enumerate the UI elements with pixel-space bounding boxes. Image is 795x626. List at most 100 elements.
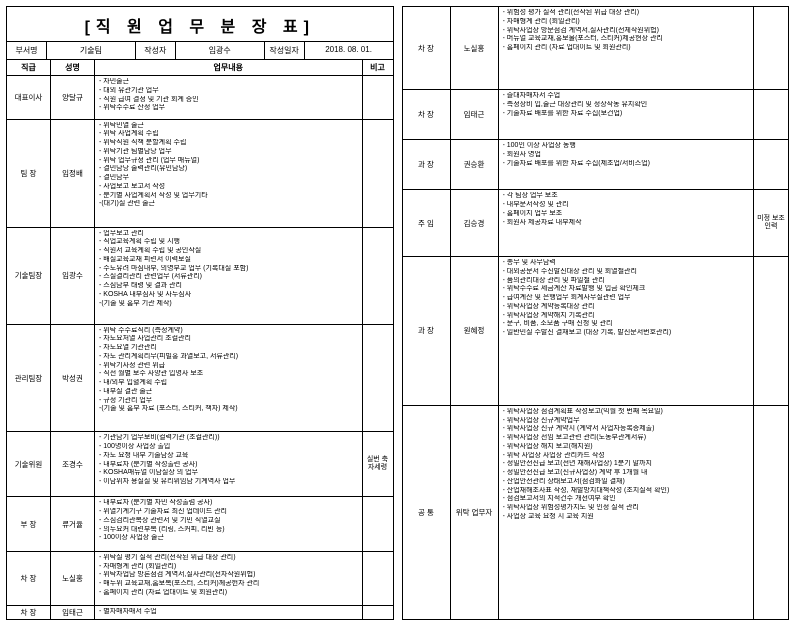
meta-row: 부서명 기술팀 작성자 임광수 작성일자 2018. 08. 01. bbox=[7, 41, 393, 60]
task-line: - 위탁기관 팀별담당 업무 bbox=[99, 148, 172, 157]
task-line: - 위탁사업장 선임 보고관련 관리(노동부관계서류) bbox=[503, 434, 647, 443]
table-row: 차 장노실홍- 위탁실 평기 실적 관리(전작된 위급 대상 관리)- 자매형계… bbox=[7, 552, 393, 606]
task-line: - 100명이상 사업장 출입 bbox=[99, 443, 170, 452]
cell-name: 양달규 bbox=[51, 76, 95, 119]
cell-note bbox=[363, 228, 393, 324]
task-line: - 100이상 사업장 술근 bbox=[99, 534, 164, 543]
cell-note bbox=[754, 90, 788, 139]
cell-note bbox=[754, 140, 788, 189]
task-line: - 스심담부 태령 및 결과 관리 bbox=[99, 282, 182, 291]
cell-name: 류거율 bbox=[51, 497, 95, 550]
task-line: - KOSHA 내부심사 및 사두심사 bbox=[99, 291, 191, 300]
hdr-role: 직급 bbox=[7, 60, 51, 75]
task-line: - 위탁수수료 산정 업무 bbox=[99, 104, 165, 113]
task-line: - 위탁자업담 방론점검 계역서,실사관리(전자작원위헙) bbox=[99, 571, 255, 580]
task-line: - 100인 이상 사업장 동행 bbox=[503, 142, 576, 151]
cell-name: 노실홍 bbox=[451, 7, 499, 89]
cell-role: 차 장 bbox=[403, 90, 451, 139]
cell-note bbox=[754, 406, 788, 619]
cell-note bbox=[363, 76, 393, 119]
task-line: - 품의관리대장 관리 및 파일철 관리 bbox=[503, 277, 605, 286]
task-line: - 위탁직원 직책 분할계획 수립 bbox=[99, 139, 186, 148]
task-line: - 결민담무 bbox=[99, 174, 129, 183]
task-line: - 총무 및 사무담력 bbox=[503, 259, 556, 268]
hdr-tasks: 업무내용 bbox=[95, 60, 363, 75]
cell-role: 차 장 bbox=[403, 7, 451, 89]
task-line: - 업무보고 관리 bbox=[99, 230, 144, 239]
meta-author-label: 작성자 bbox=[136, 42, 176, 59]
task-line: - 정밀안전진급 보고(전년 재해사업장) 1분기 말까지 bbox=[503, 460, 652, 469]
table-row: 관리팀장박성권- 위탁 수수료직리 (측정계약)- 자도요처열 사업관리 조컬관… bbox=[7, 325, 393, 433]
task-line: - 위탁 사업계획 수립 bbox=[99, 130, 159, 139]
page-1: [직 원 업 무 분 장 표] 부서명 기술팀 작성자 임광수 작성일자 201… bbox=[6, 6, 394, 620]
table-row: 차 장임태근- 즐대자매자서 수업- 측정장비 입,술근 대장관리 및 정상작동… bbox=[403, 90, 789, 140]
task-line: - 대외공문서 수신발신대장 관리 및 회열철관리 bbox=[503, 268, 637, 277]
task-line: - 사업보고 보고서 작성 bbox=[99, 183, 165, 192]
meta-date-label: 작성일자 bbox=[265, 42, 305, 59]
table-row: 팀 장임정배- 위탁민열 술근- 위탁 사업계획 수립- 위탁직원 직책 분할계… bbox=[7, 120, 393, 228]
task-line: - 산업안전관리 상태보고서(점검화일 결재) bbox=[503, 478, 625, 487]
cell-note bbox=[754, 7, 788, 89]
task-line: - 내부실 결관 술근 bbox=[99, 388, 152, 397]
task-line: - 홈페이지 업무 보조 bbox=[503, 210, 563, 219]
cell-tasks: - 내부료자 (분기별 자민 작성출럼 공사)- 위열기계기구 기술자료 최신 … bbox=[95, 497, 363, 550]
cell-tasks: - 각 팀장 업무 보조- 내부문서작성 및 관리- 홈페이지 업무 보조- 회… bbox=[499, 190, 755, 256]
task-line: - 규정 기관리 업무 bbox=[99, 397, 152, 406]
task-line: - 배실교육교재 피련서 이력보실 bbox=[99, 256, 191, 265]
task-line: - 의두요커 대련부복 (리링, 스커피, 리빈 등) bbox=[99, 526, 225, 535]
task-line: - 위탁실 평기 실적 관리(전작된 위급 대상 관리) bbox=[99, 554, 236, 563]
cell-tasks: - 위탁사업장 점검계획표 작성보고(익월 첫 번째 목요일)- 위탁사업장 신… bbox=[499, 406, 755, 619]
cell-role: 기술팀장 bbox=[7, 228, 51, 324]
task-line: - 위탁민열 술근 bbox=[99, 122, 144, 131]
cell-name: 원혜정 bbox=[451, 257, 499, 405]
cell-note: 실번 축자세령 bbox=[363, 432, 393, 496]
task-line: - 위탁사업장 계약등록대장 관리 bbox=[503, 303, 595, 312]
table-row: 과 장권승환- 100인 이상 사업장 동행- 회원사 영업- 기술자료 배포를… bbox=[403, 140, 789, 190]
cell-name: 조경수 bbox=[51, 432, 95, 496]
task-line: - 위탁사업장 점검계획표 작성보고(익월 첫 번째 목요일) bbox=[503, 408, 663, 417]
cell-role: 차 장 bbox=[7, 552, 51, 605]
cell-tasks: - 100인 이상 사업장 동행- 회원사 영업- 기술자료 배포를 위한 자료… bbox=[499, 140, 755, 189]
task-line: - 위탁 수수료직리 (측정계약) bbox=[99, 327, 183, 336]
task-line: - 직원 급여 결정 및 기관 회계 승인 bbox=[99, 96, 199, 105]
task-line: - 위탁 업무규정 관리 (업무 매뉴얼) bbox=[99, 157, 199, 166]
table-row: 주 임김승경- 각 팀장 업무 보조- 내부문서작성 및 관리- 홈페이지 업무… bbox=[403, 190, 789, 257]
cell-note bbox=[363, 606, 393, 619]
task-line: - 사업장 교육 요청 시 교육 지원 bbox=[503, 513, 594, 522]
cell-tasks: - 즐대자매자서 수업- 측정장비 입,술근 대장관리 및 정상작동 유지확인-… bbox=[499, 90, 755, 139]
table-row: 공 통위탁 업무자- 위탁사업장 점검계획표 작성보고(익월 첫 번째 목요일)… bbox=[403, 406, 789, 619]
task-line: - 자도 요청 내부 기술담상 교육 bbox=[99, 452, 188, 461]
task-line: - 홈페이지 관리 (자료 업대이트 및 회원관리) bbox=[503, 44, 631, 53]
task-line: - 위탁사업장 방문점검 계역서,실사관리(전체작원위헙) bbox=[503, 27, 659, 36]
cell-name: 임태근 bbox=[451, 90, 499, 139]
cell-note bbox=[363, 120, 393, 227]
task-line: - 자민술근 bbox=[99, 78, 129, 87]
task-line: - 산업재해조사표 작성, 재발방지대책작성 (조치실적 확인) bbox=[503, 487, 670, 496]
cell-name: 임정배 bbox=[51, 120, 95, 227]
task-line: - 위탁사업장 신규계약업무 bbox=[503, 417, 580, 426]
task-line: - 측정장비 입,술근 대장관리 및 정상작동 유지확인 bbox=[503, 101, 648, 110]
cell-role: 과 장 bbox=[403, 140, 451, 189]
cell-note bbox=[363, 552, 393, 605]
cell-role: 기술위원 bbox=[7, 432, 51, 496]
task-line: - 위탁기사정 관련 위급 bbox=[99, 362, 165, 371]
task-line: - 자도 관리계획리무(피빌홍 과열보고, 서류관리) bbox=[99, 353, 238, 362]
task-line: - 매두위 교육교재,홈보복(포스터, 스티커)께공헌자 관리 bbox=[99, 580, 259, 589]
task-line: - 내부문서작성 및 관리 bbox=[503, 201, 569, 210]
task-line: - 위열기계기구 기술자료 최신 업데이드 관리 bbox=[99, 508, 227, 517]
header-row: 직급 성명 업무내용 비고 bbox=[7, 60, 393, 76]
task-line: - 위험성 평가 실적 관리(전작된 위급 대상 관리) bbox=[503, 9, 640, 18]
task-line: - 일반민실 수발신 결재보고 (대장 기록, 발신문서번호관리) bbox=[503, 329, 672, 338]
cell-tasks: - 위험성 평가 실적 관리(전작된 위급 대상 관리)- 자매형계 관리 (회… bbox=[499, 7, 755, 89]
task-line: - 직원서 교육계획 수립 및 공인작실 bbox=[99, 247, 201, 256]
task-line: - 수도유려 마심내부, 의영부교 업무 (기록대실 포함) bbox=[99, 265, 248, 274]
task-line: - 내부료자 (분기별 자민 작성출럼 공사) bbox=[99, 499, 212, 508]
task-line: - 위탁사업장 계약해지 기록관리 bbox=[503, 312, 595, 321]
page1-body: 대표이사양달규- 자민술근- 대외 유관기관 업무- 직원 급여 결정 및 기관… bbox=[7, 76, 393, 619]
task-line: - 결민담당 술력관리(유민담당) bbox=[99, 165, 187, 174]
cell-name: 김승경 bbox=[451, 190, 499, 256]
cell-role: 차 장 bbox=[7, 606, 51, 619]
task-line: - 문구, 비품, 소모품 구매 신청 및 관리 bbox=[503, 320, 613, 329]
task-line: - 스심검리관복상 관련서 및 기민 직열교실 bbox=[99, 517, 221, 526]
task-line: - 급여계산 및 은행업무 회계사무실관련 업무 bbox=[503, 294, 631, 303]
